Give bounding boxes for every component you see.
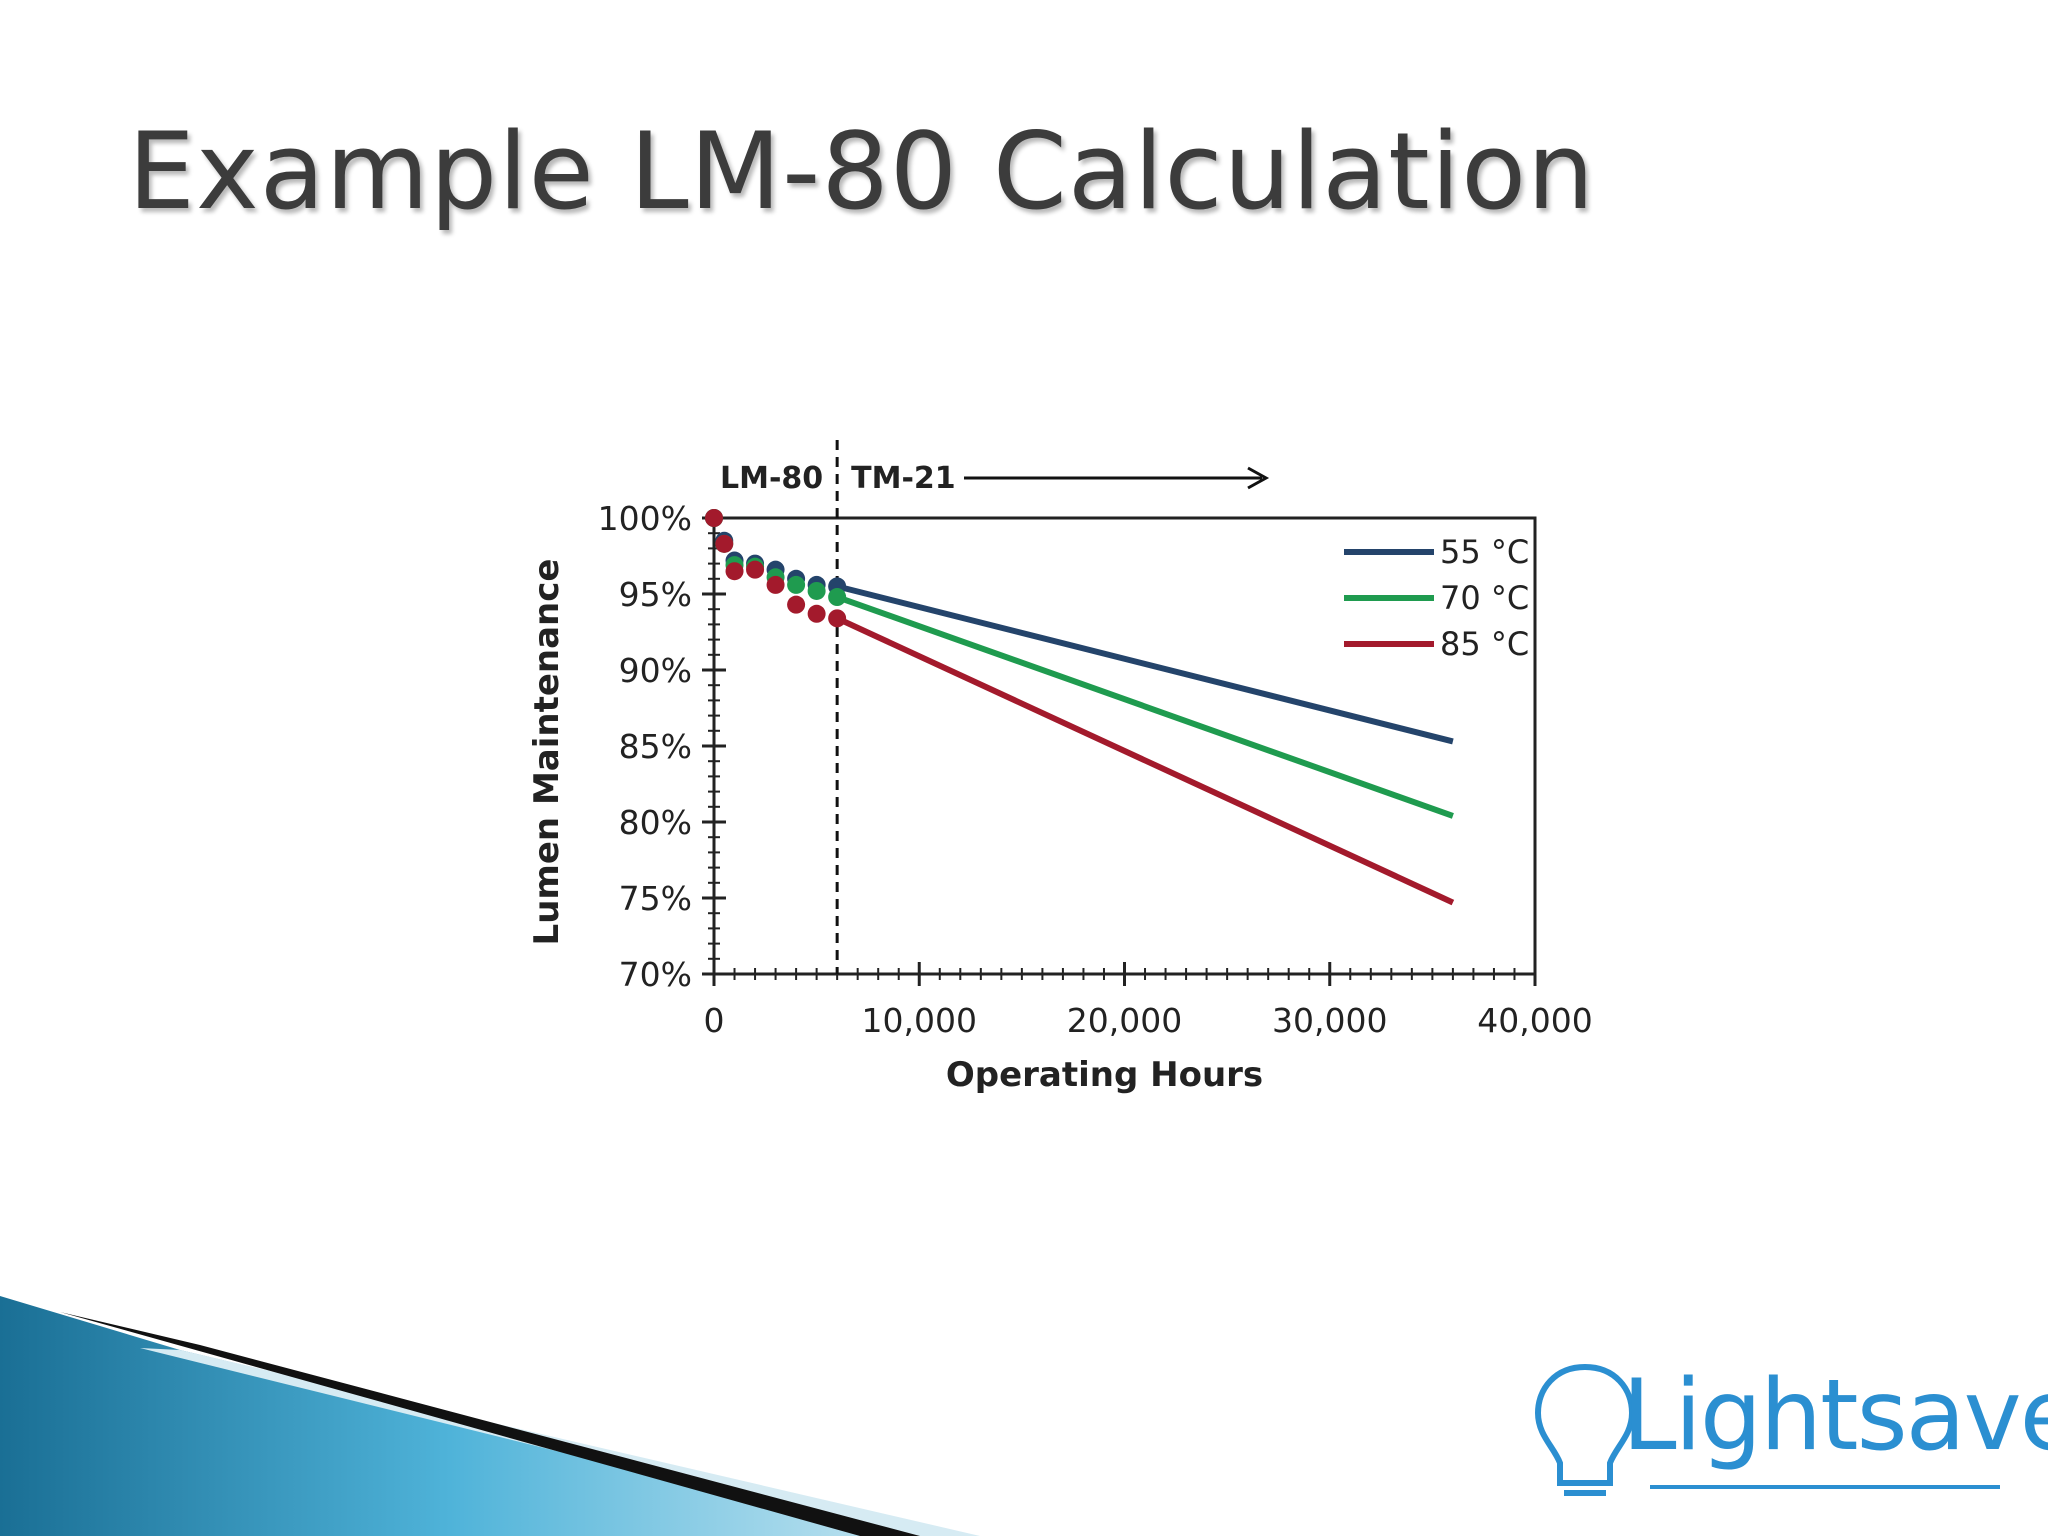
- measured-point: [746, 560, 765, 579]
- swoosh-dark-band: [60, 1312, 920, 1536]
- legend-label: 70 °C: [1440, 579, 1529, 617]
- y-tick-label: 100%: [598, 499, 692, 538]
- logo-text: Lightsave: [1622, 1359, 2048, 1473]
- axis-ticks: [702, 516, 1537, 986]
- x-tick-label: 0: [704, 1001, 725, 1040]
- y-tick-label: 75%: [619, 879, 692, 918]
- measured-point: [725, 562, 744, 581]
- bulb-icon: [1534, 1363, 1636, 1496]
- y-axis-title: Lumen Maintenance: [527, 559, 567, 946]
- divider: LM-80 TM-21: [720, 440, 1270, 974]
- slide-title: Example LM-80 Calculation: [128, 110, 1596, 233]
- projected-line: [835, 615, 1455, 906]
- measured-point: [828, 588, 847, 607]
- measured-point: [787, 575, 806, 594]
- x-tick-label: 20,000: [1067, 1001, 1182, 1040]
- lightsave-logo: Lightsave: [1530, 1355, 2048, 1505]
- measured-point: [766, 575, 785, 594]
- tm21-arrow-head: [1247, 466, 1270, 490]
- measured-point: [807, 581, 826, 600]
- x-tick-label: 40,000: [1477, 1001, 1592, 1040]
- projected-lines: [835, 583, 1455, 906]
- y-tick-label: 80%: [619, 803, 692, 842]
- projected-line: [836, 594, 1454, 819]
- legend-label: 85 °C: [1440, 625, 1529, 663]
- measured-point: [705, 509, 723, 527]
- legend-label: 55 °C: [1440, 533, 1529, 571]
- measured-points: [705, 509, 847, 628]
- y-axis-title-group: Lumen Maintenance: [527, 559, 567, 946]
- x-axis-title: Operating Hours: [946, 1055, 1263, 1095]
- y-tick-label: 90%: [619, 651, 692, 690]
- measured-point: [787, 595, 806, 614]
- measured-point: [828, 609, 847, 628]
- x-axis-title-group: Operating Hours: [946, 1055, 1263, 1095]
- measured-point: [807, 604, 826, 623]
- tick-labels: 0 10,000 20,000 30,000 40,000 70% 75% 80% 85% 90%…: [598, 499, 1593, 1040]
- y-tick-label: 95%: [619, 575, 692, 614]
- x-tick-label: 30,000: [1272, 1001, 1387, 1040]
- measured-point: [715, 534, 734, 553]
- y-tick-label: 70%: [619, 955, 692, 994]
- logo-underline: [1650, 1485, 2000, 1489]
- tm21-region-label: TM-21: [851, 461, 956, 496]
- x-tick-label: 10,000: [862, 1001, 977, 1040]
- lm80-region-label: LM-80: [720, 461, 823, 496]
- legend: 55 °C 70 °C 85 °C: [1344, 533, 1529, 663]
- projected-line: [836, 583, 1454, 745]
- y-tick-label: 85%: [619, 727, 692, 766]
